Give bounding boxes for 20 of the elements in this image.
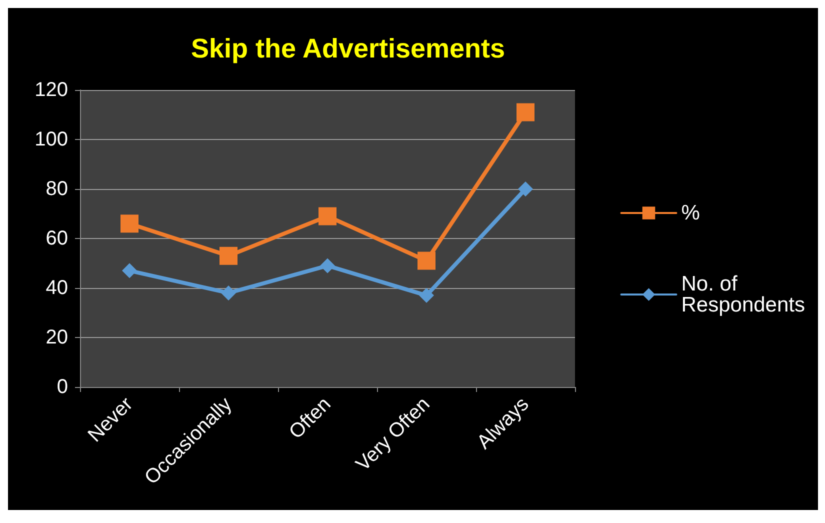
point	[518, 182, 533, 196]
y-tick-label: 100	[34, 128, 68, 150]
point	[320, 258, 335, 274]
legend-label: No. of Respondents	[681, 272, 806, 316]
y-tick-label: 80	[46, 178, 68, 200]
point	[419, 288, 434, 303]
point	[221, 285, 236, 300]
point	[120, 214, 138, 233]
point	[318, 207, 336, 226]
y-tick-label: 60	[46, 228, 68, 250]
point	[418, 252, 436, 270]
point	[122, 263, 137, 278]
y-tick-label: 20	[46, 326, 68, 348]
legend-label: %	[681, 202, 700, 224]
chart-title: Skip the Advertisements	[190, 34, 506, 64]
point	[220, 246, 238, 265]
y-tick-label: 120	[34, 79, 68, 101]
y-tick-label: 40	[46, 277, 68, 299]
point	[516, 103, 534, 122]
y-tick-label: 0	[56, 376, 68, 398]
